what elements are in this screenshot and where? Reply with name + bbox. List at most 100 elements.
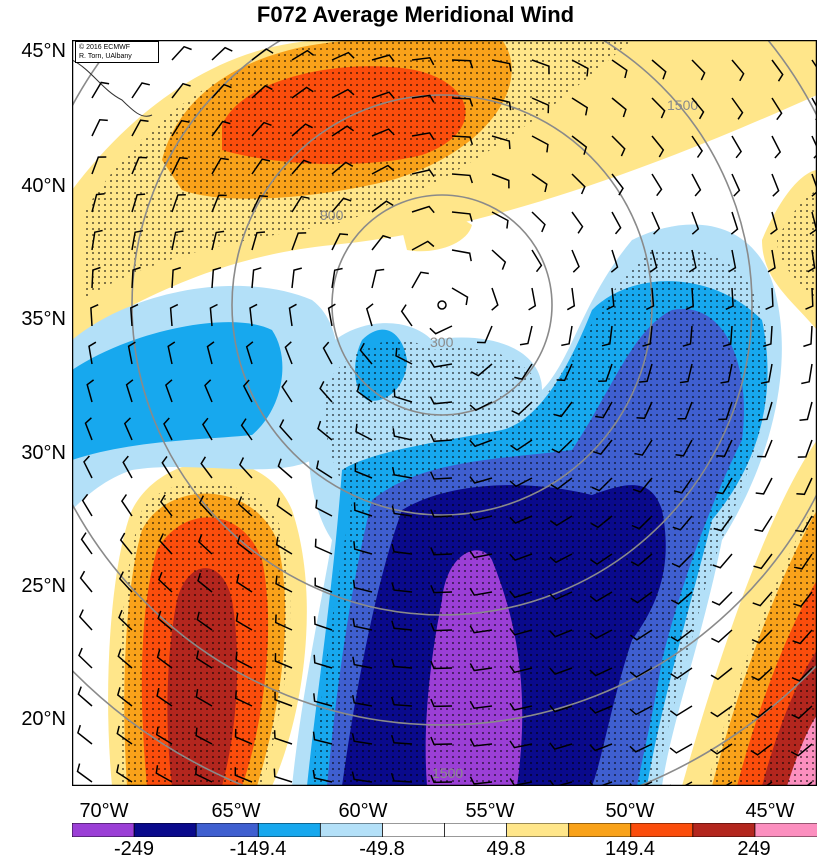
wind-barb <box>750 743 773 756</box>
wind-barb <box>511 401 533 416</box>
wind-barb <box>131 193 146 213</box>
wind-barb <box>509 477 533 488</box>
wind-barb <box>549 742 573 750</box>
wind-barb <box>630 591 653 604</box>
wind-barb <box>352 656 373 669</box>
wind-barb <box>204 379 213 403</box>
wind-barb <box>195 688 213 707</box>
wind-barb <box>591 477 613 492</box>
wind-barb <box>685 287 694 311</box>
wind-barb <box>793 553 813 570</box>
wind-barb <box>790 743 813 757</box>
lat-label-30n: 30°N <box>21 442 66 464</box>
wind-barb <box>274 691 293 707</box>
significance-stipple-central <box>312 248 769 786</box>
wind-barb <box>767 249 776 273</box>
wind-barb <box>171 266 182 289</box>
wind-barb <box>805 287 814 310</box>
wind-barb <box>470 363 493 377</box>
wind-barb <box>469 513 493 522</box>
wind-barb <box>251 84 273 99</box>
wind-barb <box>118 609 133 631</box>
wind-barb <box>91 266 101 289</box>
wind-barb <box>131 229 144 251</box>
wind-barb <box>797 439 813 458</box>
wind-barb <box>469 439 493 448</box>
wind-barb <box>429 396 453 405</box>
wind-barb <box>91 192 105 213</box>
wind-barb <box>211 194 227 213</box>
wind-barb <box>771 135 782 159</box>
range-ring-300 <box>331 194 553 416</box>
wind-barb <box>639 363 653 383</box>
wind-barb <box>291 123 313 137</box>
wind-barb <box>125 379 134 403</box>
wind-barb <box>651 173 663 197</box>
wind-barb <box>651 59 667 80</box>
wind-barb <box>314 538 333 555</box>
wind-barb <box>91 156 107 175</box>
wind-barb <box>451 211 473 222</box>
wind-barb <box>131 156 148 175</box>
wind-barb <box>469 700 493 710</box>
wind-barb <box>491 173 510 189</box>
wind-barb <box>351 694 373 707</box>
wind-barb <box>352 618 373 631</box>
wind-barb <box>771 173 780 197</box>
wind-barb <box>469 476 493 484</box>
wind-barb <box>528 287 537 311</box>
wind-barb <box>509 590 533 599</box>
wind-barb <box>165 379 173 403</box>
wind-barb <box>710 743 733 755</box>
wind-barb <box>718 401 733 421</box>
wind-barb <box>313 616 333 631</box>
wind-barb <box>155 765 173 783</box>
ring-label-900: 900 <box>320 207 344 223</box>
wind-barb <box>211 157 229 175</box>
colorbar-swatch <box>568 823 632 837</box>
wind-barb <box>312 769 333 783</box>
wind-barb <box>411 132 435 141</box>
wind-barb <box>711 591 733 606</box>
wind-barb <box>722 325 733 348</box>
wind-barb <box>720 363 733 384</box>
wind-barb <box>245 341 254 365</box>
wind-barb <box>284 341 293 365</box>
wind-barb <box>315 460 333 479</box>
range-ring-900 <box>131 40 753 616</box>
wind-barb <box>751 629 773 644</box>
ring-label-1500-south: 1500 <box>432 765 463 781</box>
wind-barb <box>571 97 589 116</box>
wind-barb <box>197 572 213 593</box>
colorbar-swatch <box>754 823 817 837</box>
wind-barb <box>765 287 774 310</box>
wind-barb <box>291 267 302 289</box>
wind-barb <box>553 401 573 418</box>
wind-barb <box>451 59 474 69</box>
wind-barb <box>195 650 213 669</box>
wind-barb <box>491 59 512 72</box>
wind-barb <box>750 705 773 719</box>
wind-barb <box>281 379 293 403</box>
wind-barb <box>393 388 413 403</box>
wind-barb <box>611 211 622 235</box>
wind-barb <box>156 687 173 707</box>
coastline <box>72 59 153 117</box>
wind-barb <box>531 97 550 114</box>
colorbar <box>72 823 817 837</box>
wind-barb <box>158 533 173 555</box>
wind-barb <box>78 609 93 631</box>
wind-barb <box>549 515 573 527</box>
wind-barb <box>571 135 588 155</box>
wind-barb <box>669 705 693 717</box>
wind-barb <box>131 82 150 99</box>
wind-barb <box>754 515 773 533</box>
wind-barb <box>371 200 394 213</box>
wind-barb <box>327 303 336 327</box>
wind-barb <box>451 173 474 184</box>
wind-barb <box>671 553 693 568</box>
wind-barb <box>430 547 453 556</box>
wind-barb <box>730 211 739 235</box>
wind-barb <box>682 325 693 347</box>
wind-barb <box>710 667 733 681</box>
